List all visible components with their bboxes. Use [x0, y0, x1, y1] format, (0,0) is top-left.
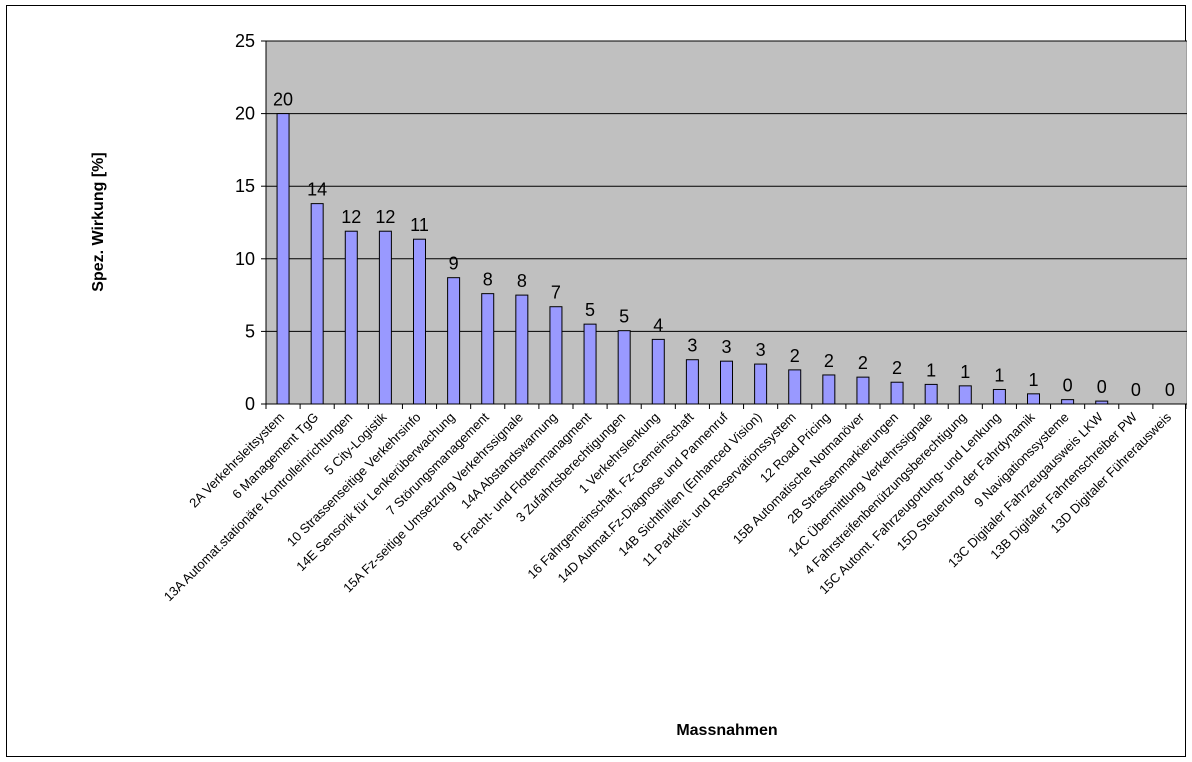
y-tick-label: 0	[245, 394, 255, 414]
data-label-4: 12	[375, 207, 395, 227]
data-label-27: 0	[1165, 380, 1175, 400]
bar-2	[310, 203, 324, 405]
data-label-17: 2	[824, 351, 834, 371]
data-label-22: 1	[994, 365, 1004, 385]
bar-18	[856, 376, 870, 405]
data-label-8: 8	[517, 271, 527, 291]
bar-8	[515, 294, 529, 405]
x-axis-title: Massnahmen	[676, 722, 777, 739]
bar-23	[1027, 393, 1040, 405]
chart-frame: 20 14 12 12 11 9 8 8 7 5 5 4 3 3 3 2 2 2 2 1 1 1 1 0 0 0 0 0 5 10 15 2…	[6, 5, 1187, 757]
bar-12	[651, 338, 665, 405]
data-label-26: 0	[1131, 380, 1141, 400]
data-label-10: 5	[585, 300, 595, 320]
bar-16	[788, 369, 802, 405]
data-label-19: 2	[892, 358, 902, 378]
data-label-1: 20	[273, 90, 293, 110]
data-label-23: 1	[1028, 370, 1038, 390]
bar-3	[344, 230, 358, 405]
data-label-3: 12	[341, 207, 361, 227]
bar-20	[924, 383, 938, 405]
data-label-13: 3	[687, 336, 697, 356]
data-label-2: 14	[307, 180, 327, 200]
data-label-20: 1	[926, 360, 936, 380]
data-label-18: 2	[858, 353, 868, 373]
data-label-11: 5	[619, 307, 629, 327]
data-label-5: 11	[410, 215, 429, 235]
data-label-15: 3	[756, 340, 766, 360]
x-axis-ticks	[265, 404, 1187, 409]
y-axis-ticks: 0 5 10 15 20 25	[235, 31, 266, 414]
bar-4	[378, 230, 392, 405]
data-label-9: 7	[551, 283, 561, 303]
y-tick-label: 5	[245, 321, 255, 341]
data-label-21: 1	[960, 362, 970, 382]
bar-10	[583, 323, 597, 405]
bar-19	[890, 381, 904, 405]
y-tick-label: 10	[235, 249, 255, 269]
bar-7	[481, 293, 495, 405]
data-label-16: 2	[790, 346, 800, 366]
bar-11	[617, 330, 631, 405]
bars	[276, 113, 1109, 405]
bar-13	[685, 359, 699, 405]
bar-14	[720, 360, 733, 405]
bar-1	[276, 113, 290, 405]
data-label-25: 0	[1097, 377, 1107, 397]
bar-24	[1061, 399, 1075, 405]
data-label-24: 0	[1063, 376, 1073, 396]
bar-9	[549, 306, 563, 405]
data-label-12: 4	[653, 315, 663, 335]
y-tick-label: 25	[235, 31, 255, 51]
y-tick-label: 15	[235, 176, 255, 196]
bar-22	[992, 388, 1006, 405]
bar-17	[822, 374, 836, 405]
bar-21	[958, 385, 972, 405]
y-tick-label: 20	[235, 104, 255, 124]
data-label-6: 9	[449, 254, 459, 274]
bar-15	[754, 363, 768, 405]
bar-6	[447, 277, 461, 405]
bar-5	[413, 238, 426, 405]
y-axis-title: Spez. Wirkung [%]	[90, 152, 107, 291]
data-label-14: 3	[721, 337, 731, 357]
data-label-7: 8	[483, 270, 493, 290]
